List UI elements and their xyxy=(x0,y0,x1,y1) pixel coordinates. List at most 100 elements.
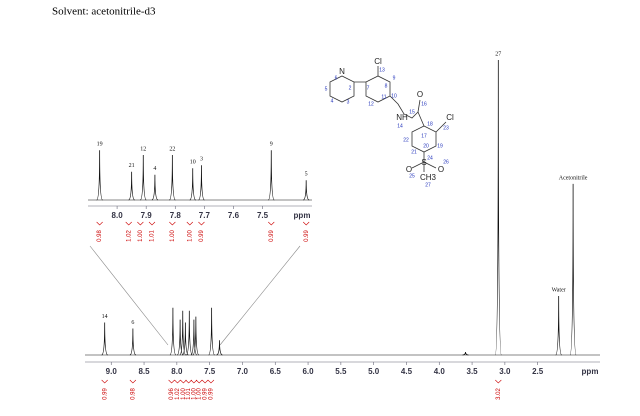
integral-bracket xyxy=(169,221,176,226)
atom-number: 5 xyxy=(325,86,328,92)
atom-number: 12 xyxy=(368,101,374,107)
integral-bracket xyxy=(129,379,137,384)
atom-label: N xyxy=(339,67,345,76)
peak xyxy=(101,322,108,356)
x-tick-label: 5.5 xyxy=(335,367,347,376)
x-tick-label: 5.0 xyxy=(368,367,380,376)
atom-number: 7 xyxy=(367,85,370,91)
x-tick-label: 6.5 xyxy=(270,367,282,376)
integral-label: 3.02 xyxy=(496,388,502,400)
solvent: Solvent: acetonitrile-d3 xyxy=(52,6,156,18)
integral-label: 1.00 xyxy=(191,388,197,400)
integral-bracket xyxy=(185,379,192,384)
x-tick-label: 7.5 xyxy=(204,367,216,376)
integral-label: 1.00 xyxy=(138,230,144,242)
x-unit: ppm xyxy=(294,211,311,220)
integral-bracket xyxy=(137,221,144,226)
peak-label: Acetonitrile xyxy=(559,175,588,181)
pyridine-ring xyxy=(329,75,355,103)
peak-label: 14 xyxy=(102,314,108,320)
atom-number: 9 xyxy=(393,75,396,81)
atom-number: 6 xyxy=(335,75,338,81)
integral-bracket xyxy=(201,379,209,384)
integral-bracket xyxy=(268,221,275,226)
atom-number: 3 xyxy=(347,99,350,105)
integral-bracket xyxy=(101,379,108,384)
peak-label: 3 xyxy=(200,157,203,163)
peak xyxy=(192,316,200,356)
integral-bracket xyxy=(168,379,175,384)
integral-bracket xyxy=(148,221,156,226)
atom-number: 23 xyxy=(443,125,449,131)
atom-number: 19 xyxy=(437,143,443,149)
peak xyxy=(198,165,205,201)
integral-label: 1.00 xyxy=(181,388,187,400)
atom-number: 15 xyxy=(409,109,415,115)
peak-label: 22 xyxy=(169,146,175,152)
peak-label: 5 xyxy=(305,172,308,178)
peak xyxy=(303,180,310,201)
integral-label: 0.96 xyxy=(169,388,175,400)
integral-label: 0.98 xyxy=(130,388,136,400)
peak-label: 27 xyxy=(495,51,501,57)
integral-label: 1.02 xyxy=(126,230,132,242)
atom-number: 22 xyxy=(403,137,409,143)
peak-label: 21 xyxy=(129,163,135,169)
x-tick-label: 8.5 xyxy=(138,367,150,376)
peak xyxy=(168,154,176,201)
atom-label: O xyxy=(438,165,444,174)
peak xyxy=(267,150,275,201)
atom-number: 21 xyxy=(411,149,417,155)
integral-label: 0.98 xyxy=(97,230,103,242)
atom-number: 2 xyxy=(349,85,352,91)
x-tick-label: 7.9 xyxy=(141,211,153,220)
x-tick-label: 3.0 xyxy=(499,367,511,376)
peak xyxy=(216,340,223,356)
integral-bracket xyxy=(190,379,198,384)
peak xyxy=(96,150,104,201)
integral-bracket xyxy=(495,379,502,384)
integral-bracket xyxy=(180,379,187,384)
atom-number: 18 xyxy=(427,121,433,127)
zoom-line xyxy=(219,245,301,346)
atom-number: 17 xyxy=(421,133,427,139)
atom-label: O xyxy=(406,165,412,174)
integral-bracket xyxy=(302,221,310,226)
peak xyxy=(189,168,196,201)
x-tick-label: 8.0 xyxy=(171,367,183,376)
integral-label: 0.99 xyxy=(209,388,215,400)
peak-label: 9 xyxy=(270,142,273,148)
peak xyxy=(569,183,577,356)
x-tick-label: 9.0 xyxy=(106,367,118,376)
atom-number: 25 xyxy=(409,173,415,179)
peak xyxy=(129,328,137,356)
integral-label: 0.99 xyxy=(304,230,310,242)
peak xyxy=(139,154,147,201)
peak xyxy=(555,295,563,356)
atom-number: 4 xyxy=(331,98,334,104)
atom-number: 27 xyxy=(425,182,431,188)
integral-bracket xyxy=(125,221,132,226)
integral-bracket xyxy=(198,221,205,226)
integral-label: 0.99 xyxy=(102,388,108,400)
peak xyxy=(185,310,193,356)
atom-label: S xyxy=(421,158,426,167)
peak xyxy=(176,319,184,356)
peak xyxy=(182,322,189,356)
atom-number: 8 xyxy=(385,83,388,89)
bonds xyxy=(354,66,447,172)
atom-number: 20 xyxy=(423,143,429,149)
zoom-line xyxy=(89,245,169,346)
integral-bracket xyxy=(174,379,181,384)
x-tick-label: 7.5 xyxy=(257,211,269,220)
x-tick-label: 8.0 xyxy=(112,211,124,220)
x-unit: ppm xyxy=(582,367,599,376)
peak-label: 10 xyxy=(190,160,196,166)
atom-number: 10 xyxy=(391,93,397,99)
atom-number: 13 xyxy=(379,67,385,73)
integral-label: 1.02 xyxy=(175,388,181,400)
peak-label: 4 xyxy=(153,166,156,172)
peak xyxy=(151,174,159,201)
